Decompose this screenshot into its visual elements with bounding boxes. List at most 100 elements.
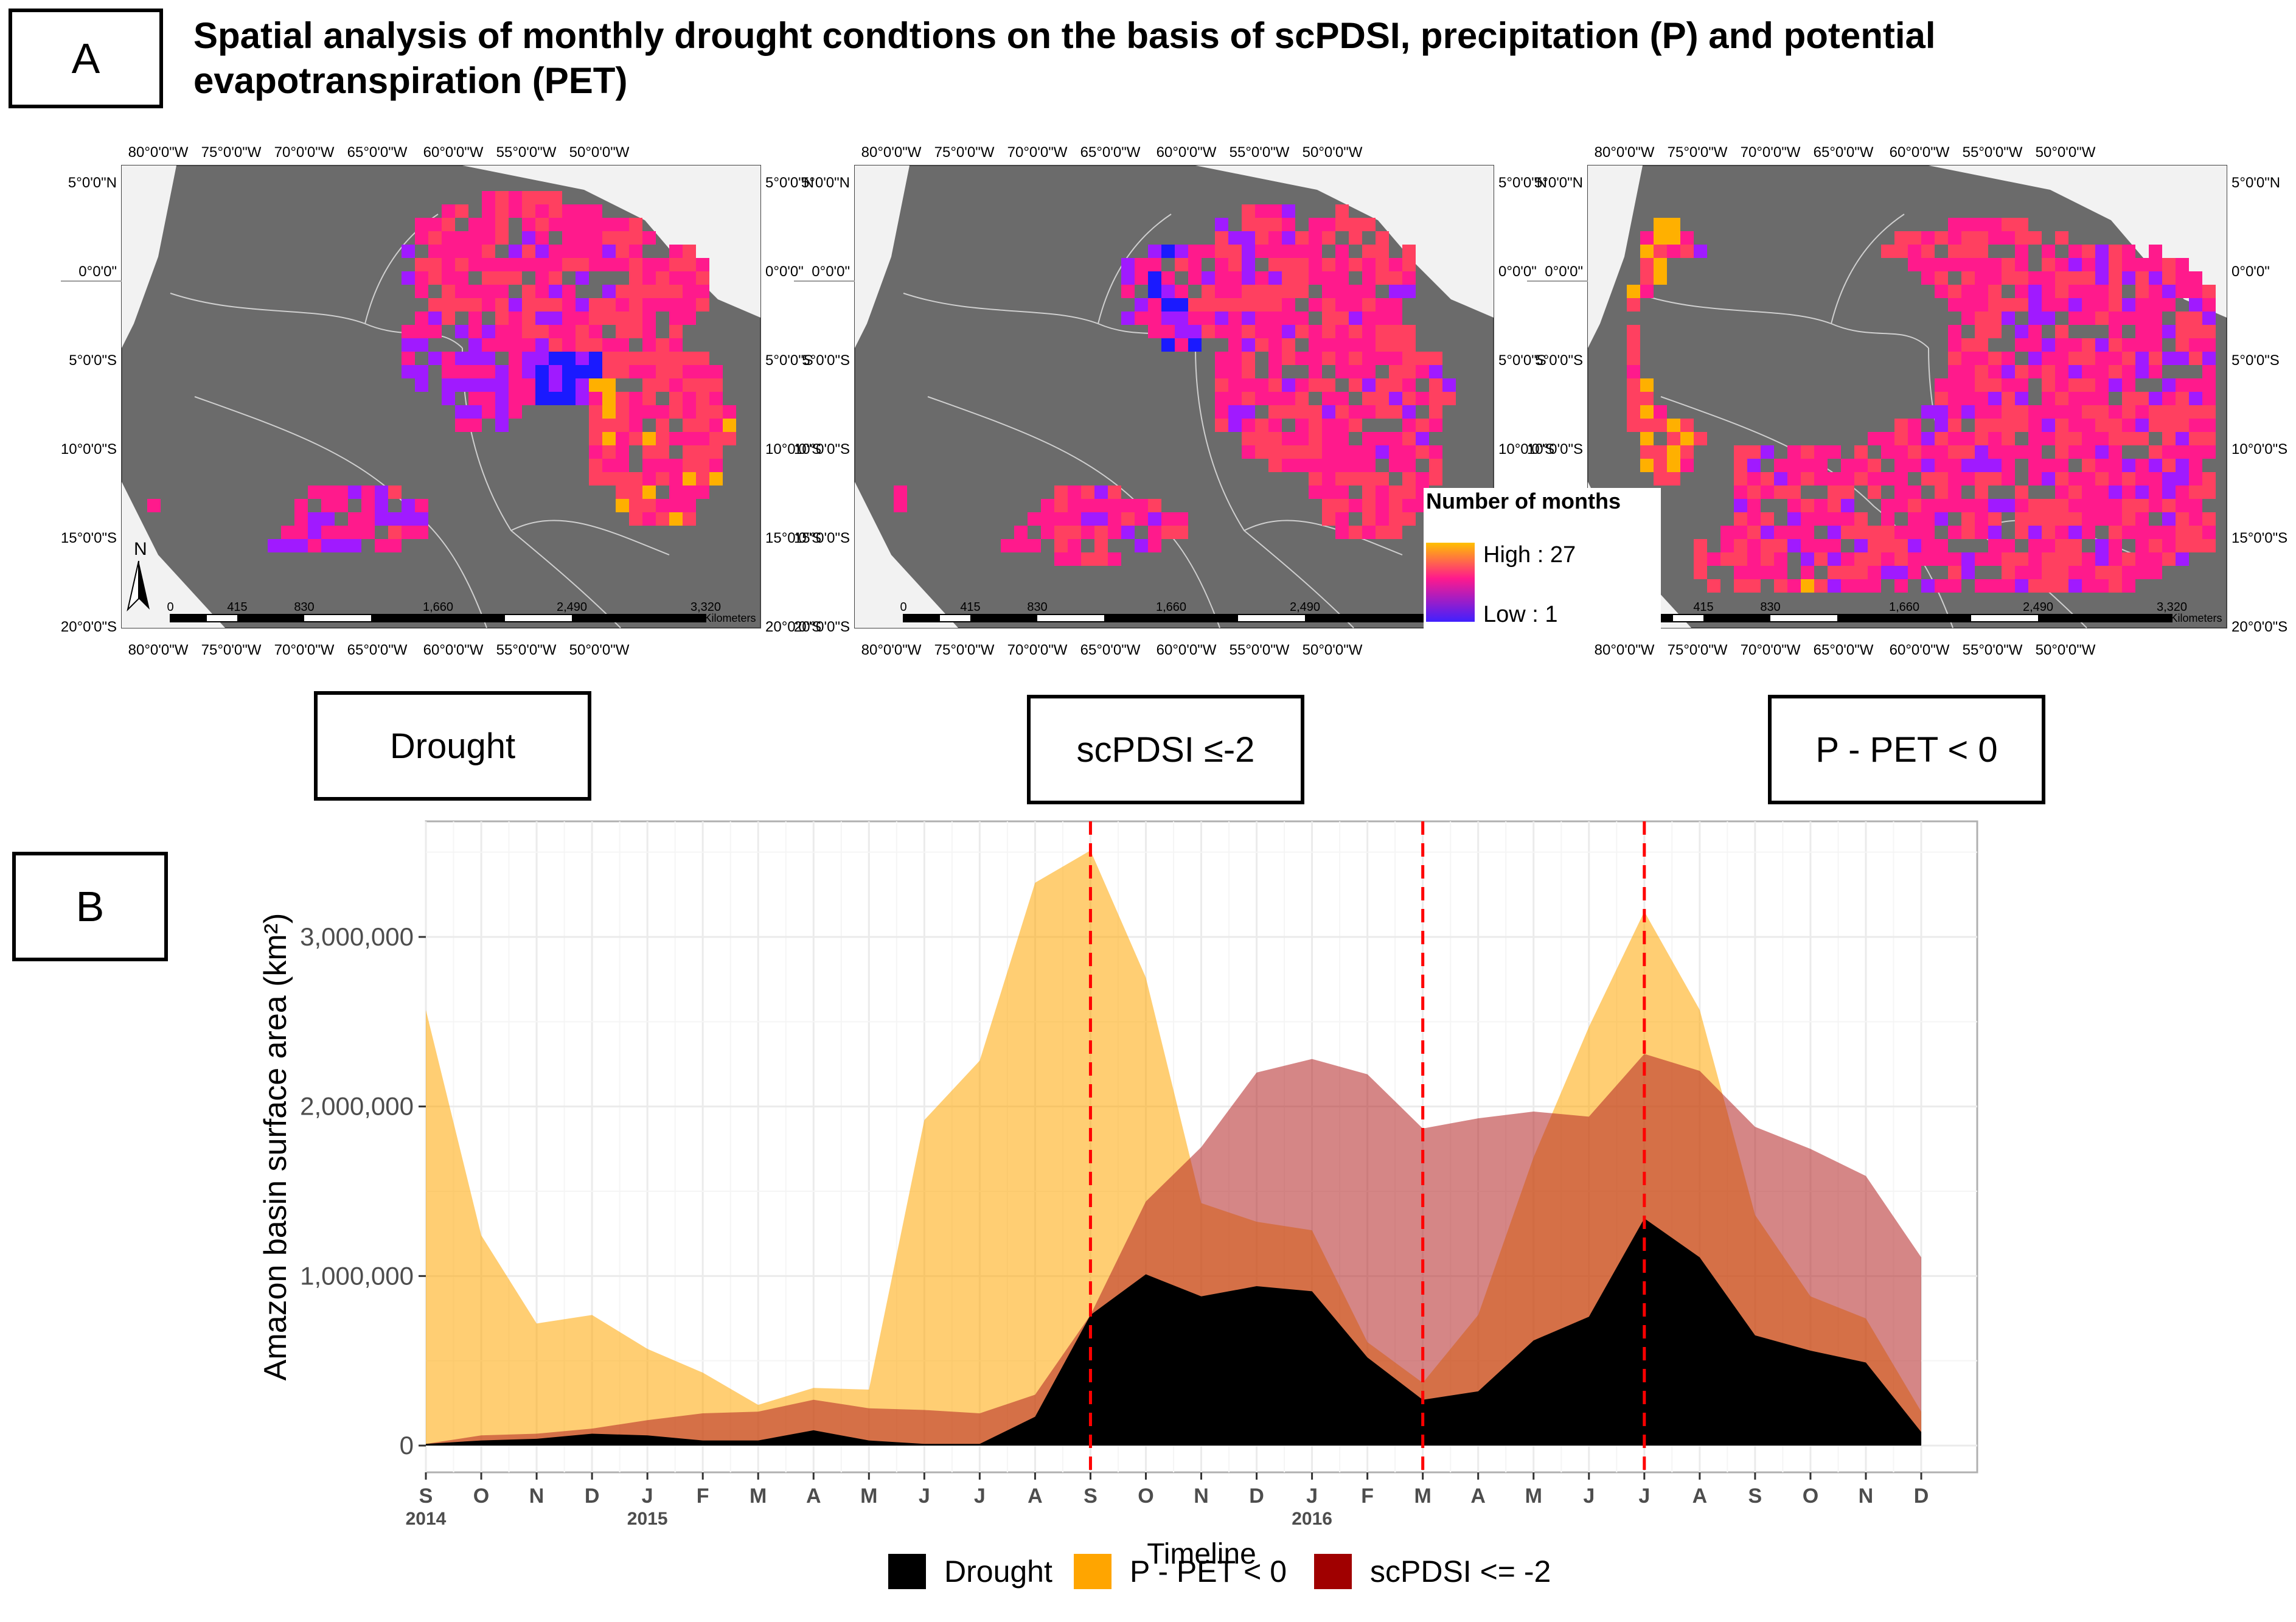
map-cell	[2176, 392, 2189, 405]
map-cell	[1988, 271, 2002, 285]
map-cell	[2002, 298, 2015, 312]
map-cell	[2055, 499, 2068, 512]
map-cell	[2122, 579, 2135, 593]
map-cell	[1362, 432, 1376, 445]
map-cell	[1322, 419, 1335, 432]
map-cell	[1720, 552, 1734, 566]
map-cell	[522, 378, 535, 392]
map-cell	[375, 486, 388, 499]
map-cell	[455, 419, 468, 432]
map-cell	[1948, 432, 1961, 445]
map-cell	[335, 486, 348, 499]
map-cell	[361, 512, 375, 526]
map-cell	[642, 499, 656, 512]
map-cell	[1362, 365, 1376, 378]
lon-tick-top: 60°0'0"W	[1890, 144, 1950, 161]
map-cell	[1121, 271, 1135, 285]
map-cell	[468, 298, 482, 312]
map-cell	[2015, 258, 2028, 271]
map-cell	[1627, 392, 1640, 405]
map-cell	[1108, 486, 1121, 499]
map-cell	[642, 352, 656, 365]
map-cell	[1148, 325, 1161, 338]
map-cell	[2042, 405, 2055, 419]
map-cell	[495, 378, 509, 392]
map-cell	[1908, 445, 1921, 459]
map-cell	[1335, 499, 1349, 512]
map-cell	[482, 218, 495, 231]
map-cell	[656, 432, 669, 445]
map-cell	[1908, 231, 1921, 245]
map-cell	[415, 499, 428, 512]
map-cell	[1921, 539, 1935, 552]
map-cell	[696, 271, 709, 285]
map-cell	[656, 285, 669, 298]
map-cell	[1402, 392, 1416, 405]
map-cell	[669, 365, 683, 378]
map-cell	[629, 352, 642, 365]
map-cell	[1295, 405, 1309, 419]
map-2-border	[1244, 520, 1403, 555]
map-cell	[683, 365, 696, 378]
map-cell	[1881, 552, 1894, 566]
map-cell	[1376, 271, 1389, 285]
map-cell	[1268, 338, 1282, 352]
map-cell	[1402, 258, 1416, 271]
y-axis-title: Amazon basin surface area (km²)	[258, 913, 293, 1381]
map-cell	[1282, 298, 1295, 312]
map-cell	[1868, 432, 1881, 445]
map-2-ocean-west	[855, 165, 910, 348]
map-cell	[1935, 552, 1948, 566]
map-cell	[642, 486, 656, 499]
map-cell	[2176, 325, 2189, 338]
map-cell	[1988, 325, 2002, 338]
map-cell	[1282, 405, 1295, 419]
map-cell	[1694, 566, 1707, 579]
scale-label: 1,660	[423, 600, 453, 614]
map-cell	[1402, 325, 1416, 338]
map-cell	[1747, 566, 1761, 579]
map-cell	[1429, 352, 1442, 365]
map-cell	[629, 365, 642, 378]
map-cell	[1680, 432, 1694, 445]
map-cell	[1801, 499, 1814, 512]
lat-tick-left: 5°0'0"S	[1535, 352, 1583, 369]
map-cell	[629, 432, 642, 445]
map-cell	[1322, 338, 1335, 352]
map-cell	[1335, 204, 1349, 218]
map-cell	[602, 378, 616, 392]
map-cell	[1202, 285, 1215, 298]
map-cell	[2015, 526, 2028, 539]
map-cell	[549, 204, 562, 218]
map-cell	[616, 218, 629, 231]
map-cell	[2189, 352, 2202, 365]
map-cell	[2028, 298, 2042, 312]
map-cell	[1335, 472, 1349, 486]
map-cell	[1376, 432, 1389, 445]
map-cell	[1908, 552, 1921, 566]
map-cell	[1295, 271, 1309, 285]
map-cell	[1309, 419, 1322, 432]
map-cell	[656, 405, 669, 419]
lat-tick-left: 5°0'0"S	[69, 352, 117, 369]
map-cell	[1961, 258, 1975, 271]
map-cell	[1787, 499, 1801, 512]
map-cell	[656, 298, 669, 312]
map-cell	[1335, 298, 1349, 312]
x-year-label: 2016	[1292, 1509, 1332, 1529]
map-cell	[629, 218, 642, 231]
map-cell	[1335, 392, 1349, 405]
map-cell	[1961, 231, 1975, 245]
map-cell	[2055, 405, 2068, 419]
map-cell	[2149, 352, 2162, 365]
lon-tick-bottom: 50°0'0"W	[1303, 642, 1363, 658]
map-cell	[1948, 298, 1961, 312]
map-cell	[2122, 499, 2135, 512]
map-cell	[509, 245, 522, 258]
map-cell	[1935, 486, 1948, 499]
map-cell	[1135, 258, 1148, 271]
scale-label: 830	[1027, 600, 1047, 614]
map-cell	[1309, 459, 1322, 472]
map-cell	[2109, 472, 2122, 486]
